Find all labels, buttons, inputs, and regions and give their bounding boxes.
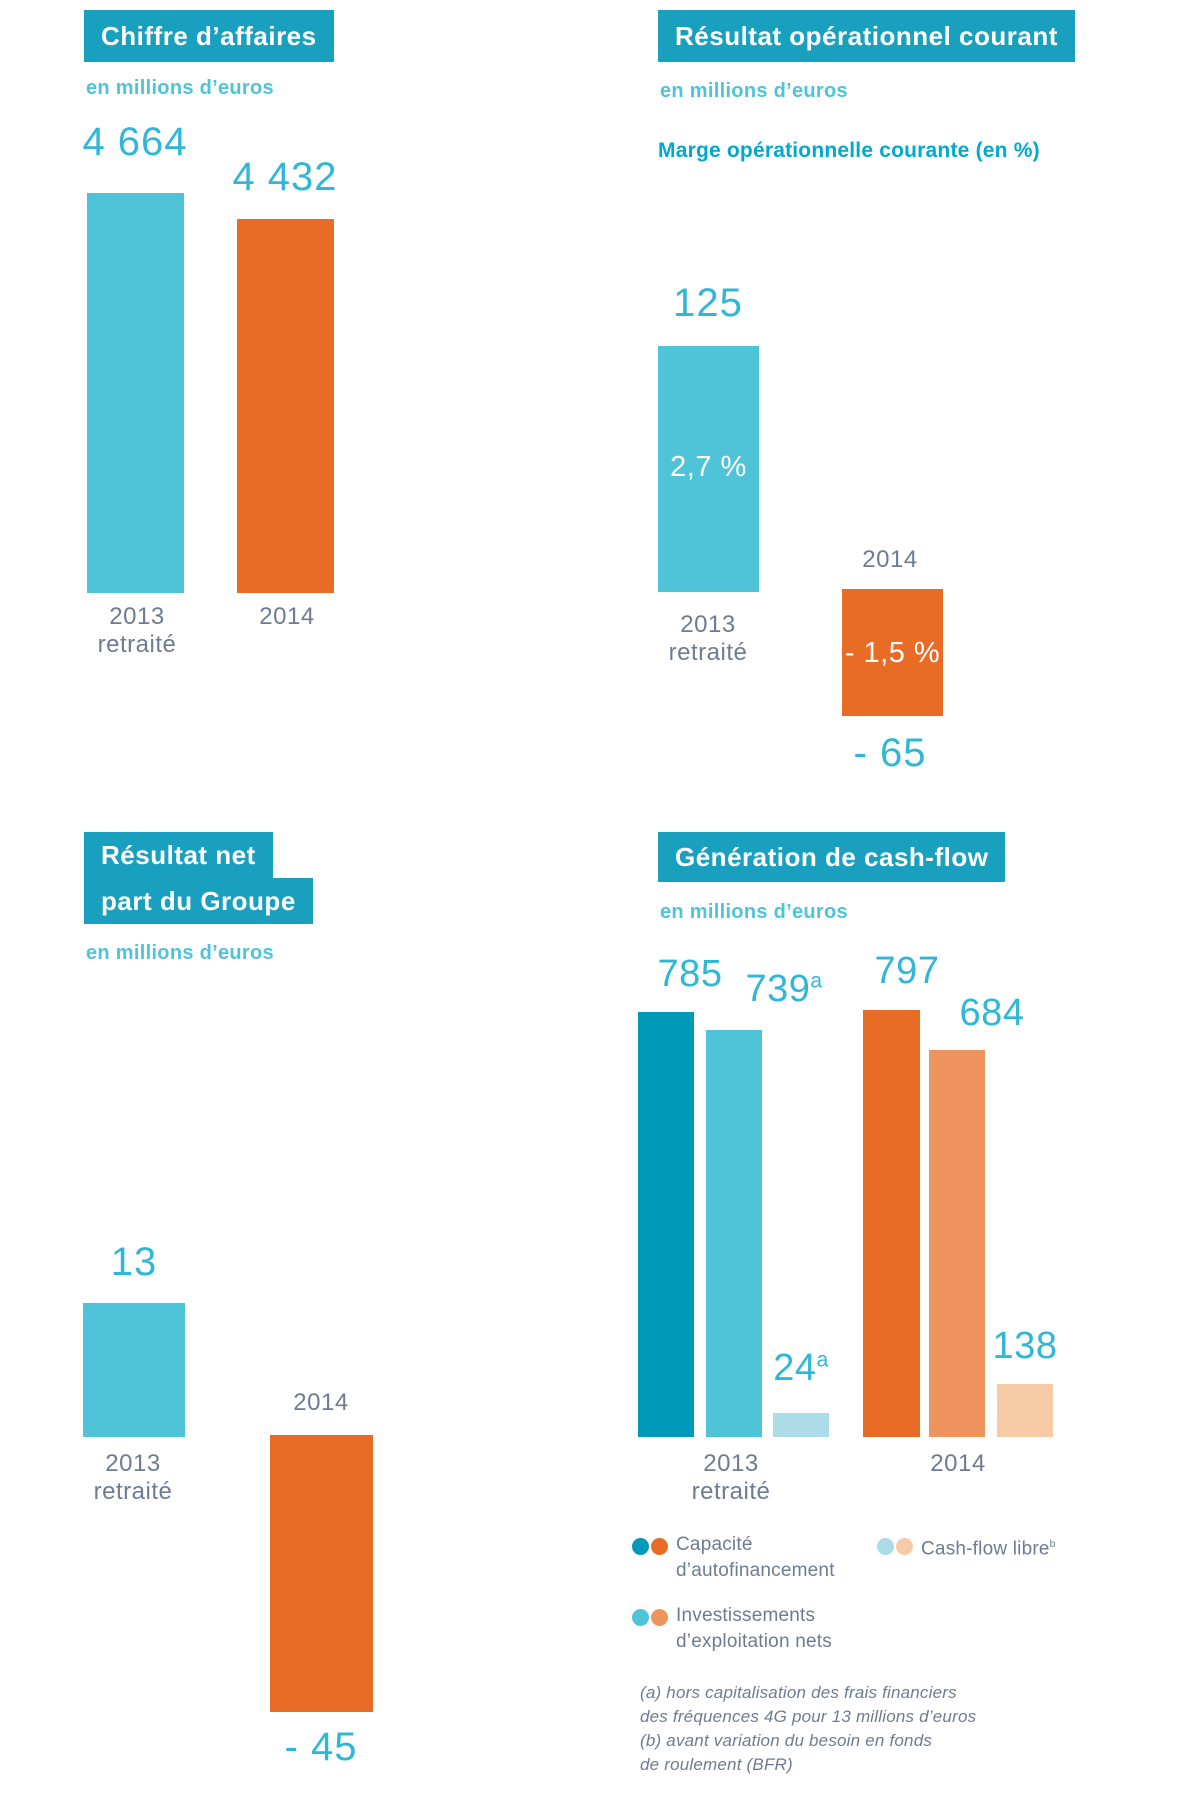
category-label-2014: 2014: [259, 603, 315, 630]
category-label-2014: 2014: [862, 546, 918, 573]
unit-label: en millions d’euros: [660, 901, 848, 923]
value-label-2013: 13: [110, 1240, 158, 1284]
bar-cashflow-2014: [997, 1384, 1053, 1437]
category-label-2013-retraite: 2013 retraité: [93, 1450, 173, 1505]
bar-2014: [842, 589, 943, 716]
footnote-line: (a) hors capitalisation des frais financ…: [640, 1683, 957, 1702]
legend-label: Investissements d’exploitation nets: [676, 1605, 832, 1652]
category-label-2013-retraite: 2013 retraité: [97, 603, 177, 658]
bar-2014: [270, 1435, 373, 1712]
value-label-2014: - 45: [284, 1725, 358, 1769]
legend-label: Cash-flow libreb: [921, 1538, 1056, 1560]
chart-title-line-1: Résultat net: [84, 832, 273, 878]
legend-dot-teal: [632, 1609, 649, 1626]
footnote-line: (b) avant variation du besoin en fonds: [640, 1731, 933, 1750]
bar-2013-retraite: [83, 1303, 185, 1437]
chart-title: Chiffre d’affaires: [84, 10, 334, 62]
legend-dot-teal-pale: [877, 1538, 894, 1555]
bar-2013-retraite: [658, 346, 759, 592]
chart-title: Génération de cash-flow: [658, 832, 1006, 882]
chart-title-line-2: part du Groupe: [84, 878, 313, 924]
group-label-2013-retraite: 2013 retraité: [691, 1450, 771, 1505]
legend-dot-orange: [651, 1538, 668, 1555]
bar-caf-2013: [638, 1012, 694, 1437]
category-label-2014: 2014: [293, 1389, 349, 1416]
footnotes: (a) hors capitalisation des frais financ…: [640, 1681, 976, 1777]
legend-dot-teal-dark: [632, 1538, 649, 1555]
legend-item-capacite: Capacité d’autofinancement: [632, 1532, 835, 1584]
value-label-cashflow-2013: 24a: [773, 1347, 829, 1389]
legend-dot-peach: [896, 1538, 913, 1555]
margin-label-2013: 2,7 %: [670, 451, 747, 483]
value-label-2014: - 65: [853, 731, 927, 775]
value-label-caf-2014: 797: [874, 950, 940, 992]
bar-invest-2014: [929, 1050, 985, 1437]
value-label-invest-2013: 739a: [745, 968, 823, 1010]
value-label-2013: 4 664: [82, 120, 188, 164]
chart-title: Résultat opérationnel courant: [658, 10, 1075, 62]
unit-label: en millions d’euros: [86, 942, 274, 964]
margin-label-2014: - 1,5 %: [844, 637, 941, 669]
legend-label: Capacité d’autofinancement: [676, 1534, 835, 1581]
value-label-cashflow-2014: 138: [992, 1325, 1058, 1367]
bar-cashflow-2013: [773, 1413, 829, 1437]
unit-label: en millions d’euros: [660, 80, 848, 102]
footnote-line: de roulement (BFR): [640, 1755, 793, 1774]
bar-invest-2013: [706, 1030, 762, 1437]
legend-item-cash-flow-libre: Cash-flow libreb: [877, 1532, 1056, 1562]
bar-caf-2014: [863, 1010, 920, 1437]
value-label-caf-2013: 785: [657, 953, 723, 995]
unit-label: en millions d’euros: [86, 77, 274, 99]
footnote-line: des fréquences 4G pour 13 millions d’eur…: [640, 1707, 977, 1726]
value-label-2014: 4 432: [232, 155, 338, 199]
group-label-2014: 2014: [930, 1450, 986, 1477]
value-label-invest-2014: 684: [959, 992, 1025, 1034]
margin-title: Marge opérationnelle courante (en %): [658, 139, 1040, 162]
value-label-2013: 125: [673, 281, 743, 325]
bar-2014: [237, 219, 334, 593]
bar-2013-retraite: [87, 193, 184, 593]
legend-item-investissements: Investissements d’exploitation nets: [632, 1603, 832, 1655]
category-label-2013-retraite: 2013 retraité: [668, 611, 748, 666]
legend-dot-orange-medium: [651, 1609, 668, 1626]
